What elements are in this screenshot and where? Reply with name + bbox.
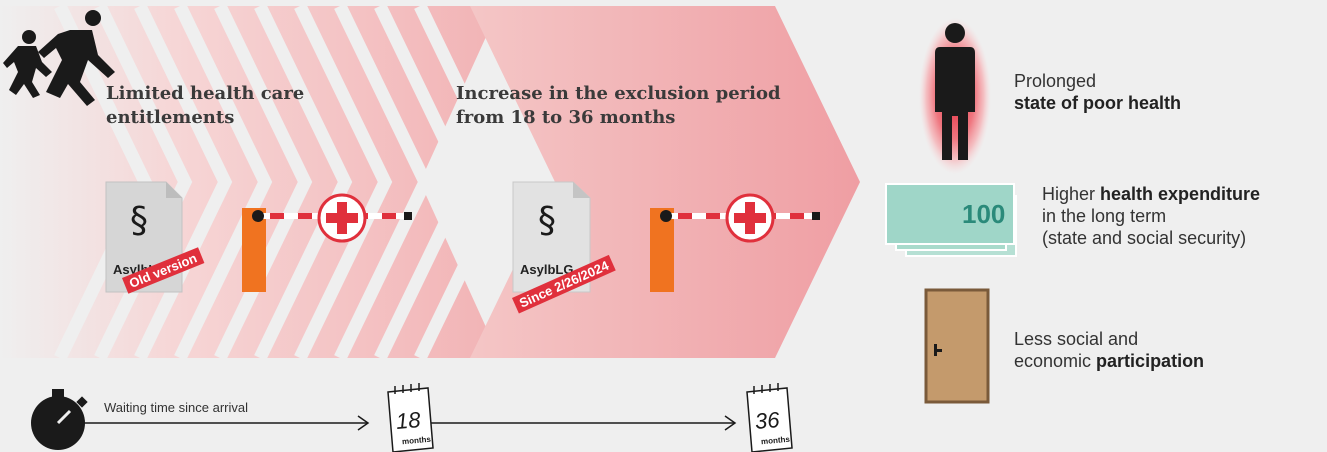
timeline-axis <box>84 415 737 431</box>
outcome-participation-plain: economic <box>1014 351 1097 371</box>
doc2-label: AsylbLG <box>520 262 574 277</box>
phase2-heading-line2: from 18 to 36 months <box>456 107 676 128</box>
banknote-value: 100 <box>962 199 1006 229</box>
outcome-participation-bold: participation <box>1096 351 1205 371</box>
outcome-expenditure-bold: health expenditure <box>1100 184 1261 204</box>
doc1-symbol: § <box>130 200 148 241</box>
person-icon <box>919 18 991 174</box>
outcome-participation-line1: Less social and <box>1014 329 1139 349</box>
outcome-expenditure-line3: (state and social security) <box>1042 228 1247 248</box>
phase2-heading: Increase in the exclusion period from 18… <box>456 82 781 130</box>
red-cross-icon <box>725 193 775 243</box>
paragraph-document-icon <box>512 181 591 293</box>
banknotes-icon <box>885 183 1017 257</box>
doc2-symbol: § <box>538 200 556 241</box>
timeline-label: Waiting time since arrival <box>104 400 249 415</box>
phase2-heading-line1: Increase in the exclusion period <box>456 83 781 104</box>
calendar-icon <box>746 383 793 452</box>
calendar1-number: 18 <box>394 406 422 435</box>
phase1-heading-line1: Limited health care <box>106 83 305 104</box>
red-cross-icon <box>317 193 367 243</box>
phase1-heading: Limited health care entitlements <box>106 82 304 130</box>
outcome-participation: Less social and economic participation <box>1014 328 1204 372</box>
stopwatch-icon <box>31 389 88 450</box>
door-icon <box>924 288 990 404</box>
outcome-poor-health-line1: Prolonged <box>1014 71 1097 91</box>
outcome-health-expenditure: Higher health expenditure in the long te… <box>1042 183 1260 249</box>
calendar-icon <box>387 383 434 452</box>
outcome-poor-health-bold: state of poor health <box>1014 93 1182 113</box>
calendar2-number: 36 <box>753 406 781 435</box>
phase1-heading-line2: entitlements <box>106 107 235 128</box>
outcome-expenditure-plain: Higher <box>1042 184 1101 204</box>
running-people-icon <box>3 10 115 106</box>
outcome-poor-health: Prolonged state of poor health <box>1014 70 1181 114</box>
outcome-expenditure-line2: in the long term <box>1042 206 1167 226</box>
